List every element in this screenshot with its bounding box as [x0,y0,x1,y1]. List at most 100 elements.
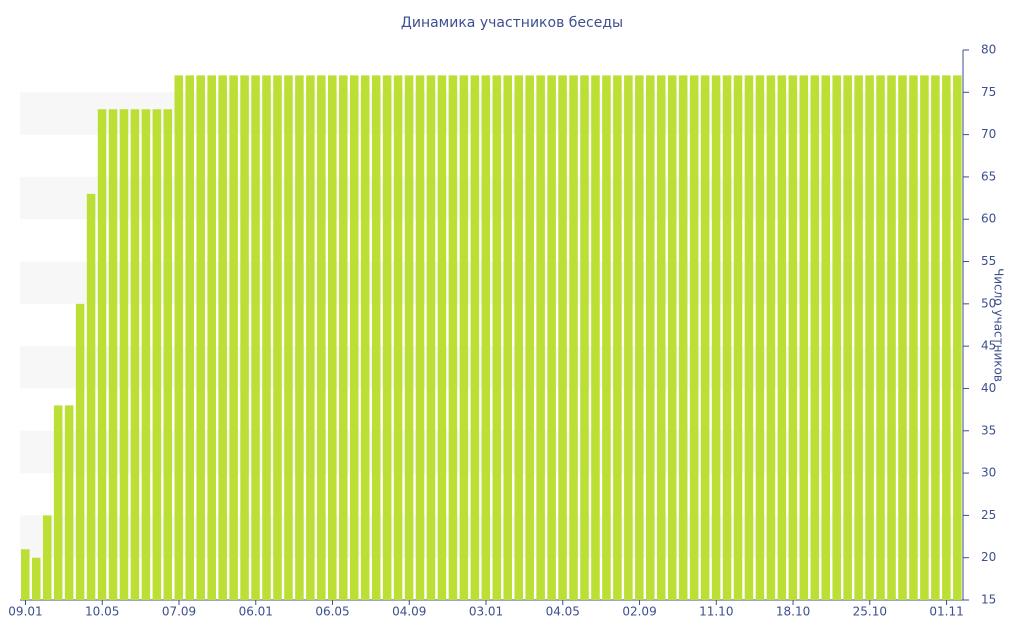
bar [635,75,644,600]
bar [821,75,831,600]
bar [700,75,710,600]
bar [295,75,304,600]
x-tick-label: 09.01 [8,605,42,619]
bar [920,75,929,600]
y-tick-label: 60 [981,212,996,226]
bar [53,405,63,600]
y-tick-label: 45 [981,339,996,353]
y-tick-label: 55 [981,254,996,268]
bar [656,75,666,600]
x-tick-label: 11.10 [699,605,733,619]
bar [328,75,337,600]
bar [909,75,918,600]
bar [86,193,96,600]
bar [799,75,809,600]
y-tick-label: 35 [981,423,996,437]
bar [689,75,699,600]
y-tick-label: 40 [981,381,996,395]
bar [371,75,381,600]
bar [393,75,403,600]
bar [470,75,480,600]
x-tick-label: 03.01 [469,605,503,619]
bar [163,109,173,600]
y-tick-label: 20 [981,550,996,564]
x-tick-label: 18.10 [776,605,810,619]
bar [558,75,567,600]
bar [766,75,776,600]
bar [251,75,260,600]
bar [360,75,370,600]
bar [898,75,907,600]
bar [580,75,589,600]
bar [185,75,195,600]
bar [678,75,688,600]
x-tick-label: 01.11 [929,605,963,619]
y-tick-label: 80 [981,43,996,57]
bar [591,75,600,600]
bar [459,75,469,600]
x-tick-label: 10.05 [85,605,119,619]
bar [953,75,962,600]
bar [624,75,633,600]
y-tick-label: 70 [981,127,996,141]
bar [97,109,107,600]
bar [876,75,885,600]
bar [174,75,184,600]
bar [854,75,863,600]
bar [448,75,458,600]
bar [843,75,852,600]
bar [887,75,896,600]
bar [218,75,227,600]
bar [404,75,414,600]
bar [130,109,140,600]
bar [284,75,293,600]
bar [196,75,206,600]
bar [755,75,765,600]
bar [152,109,162,600]
x-tick-label: 04.09 [392,605,426,619]
y-tick-label: 15 [981,593,996,607]
bar [481,75,491,600]
y-axis-label: Число участников [992,268,1006,382]
x-tick-label: 25.10 [853,605,887,619]
bar [711,75,721,600]
bar [64,405,74,600]
bar [75,303,85,600]
chart-title: Динамика участников беседы [401,15,623,31]
bar [865,75,874,600]
x-tick-label: 06.01 [239,605,273,619]
bar [788,75,798,600]
bar [525,75,534,600]
bar [514,75,523,600]
bar [338,75,348,600]
bar [646,75,655,600]
x-tick-label: 04.05 [546,605,580,619]
bar [382,75,392,600]
bar [503,75,513,600]
x-tick-label: 02.09 [622,605,656,619]
bar [536,75,545,600]
y-tick-label: 65 [981,169,996,183]
bar [832,75,841,600]
bar [415,75,425,600]
bar [492,75,502,600]
x-tick-label: 07.09 [162,605,196,619]
bar [207,75,216,600]
x-tick-label: 06.05 [315,605,349,619]
y-tick-label: 75 [981,85,996,99]
bar [547,75,556,600]
bar [810,75,820,600]
bar [569,75,578,600]
bar [722,75,732,600]
bar [613,75,622,600]
y-tick-label: 25 [981,508,996,522]
bar [273,75,282,600]
bar [42,515,52,600]
bar [777,75,787,600]
y-tick-label: 30 [981,466,996,480]
bar [667,75,677,600]
bar [426,75,436,600]
bar [733,75,743,600]
bar [349,75,359,600]
